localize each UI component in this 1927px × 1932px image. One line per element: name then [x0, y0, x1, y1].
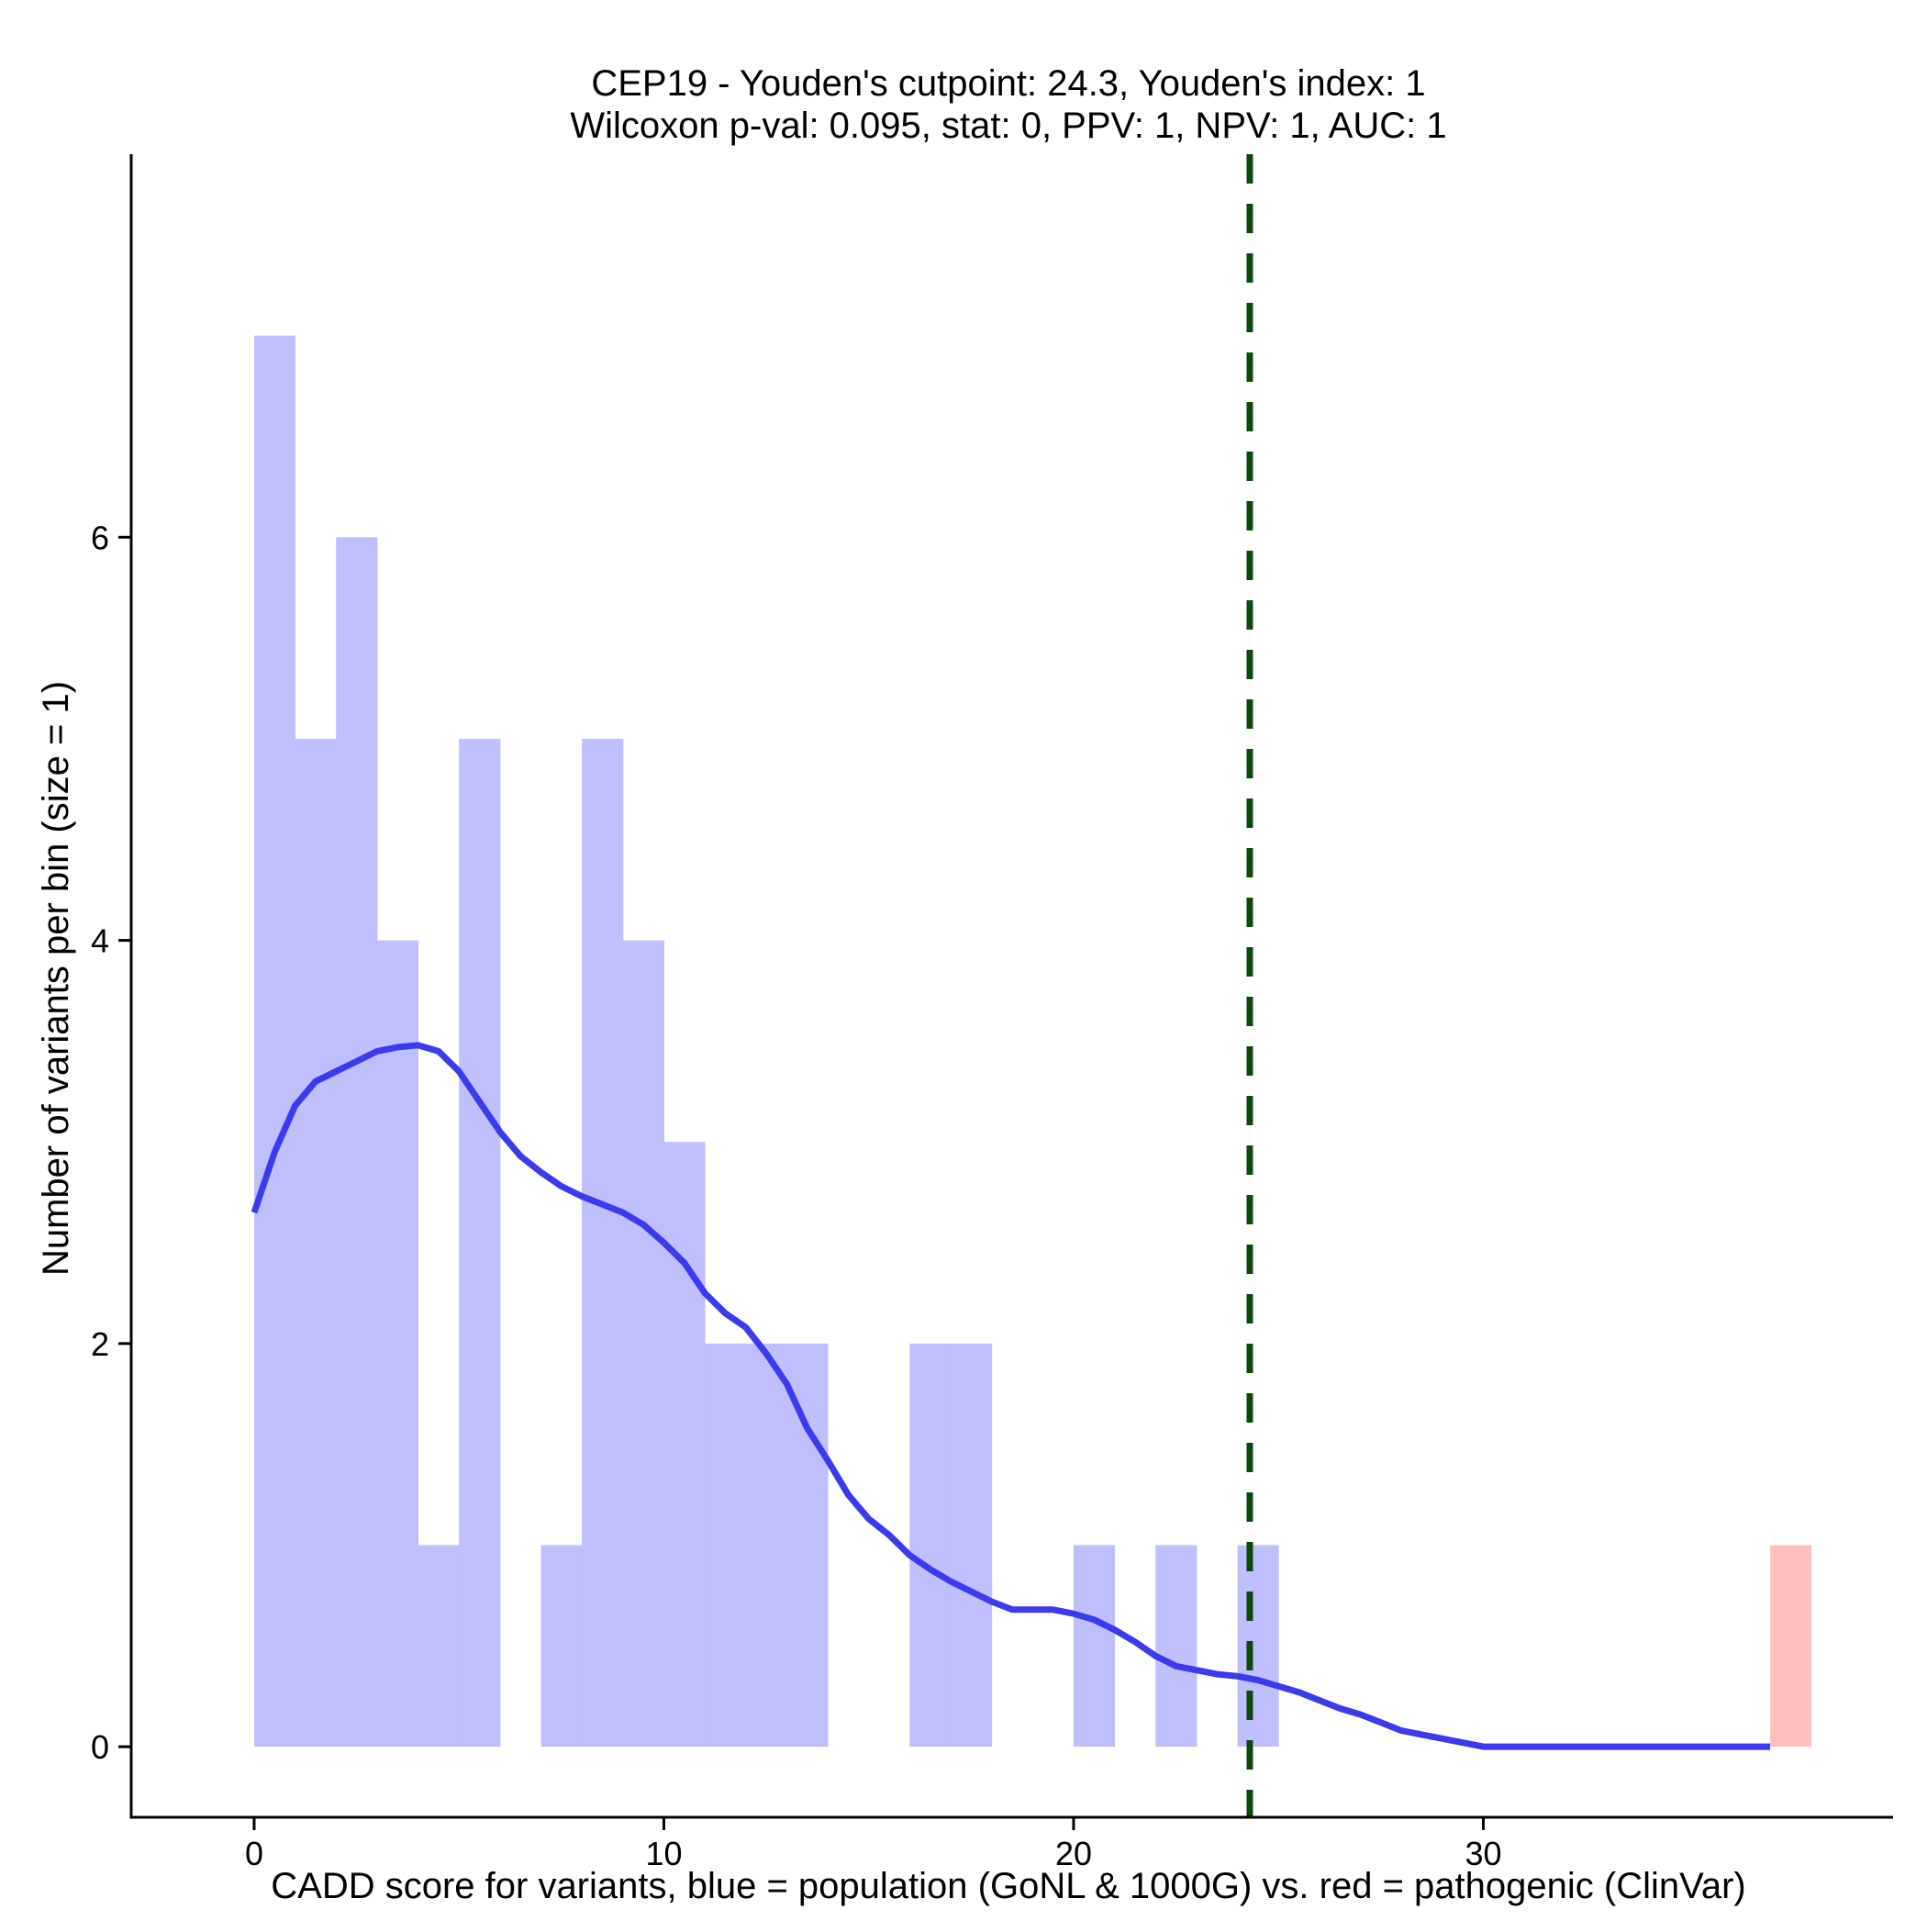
- x-tick-label-30: 30: [1465, 1835, 1501, 1872]
- histogram-bar-s0-14: [951, 1343, 993, 1748]
- y-tick-label-0: 0: [91, 1728, 109, 1766]
- histogram-bar-s0-13: [909, 1343, 952, 1748]
- axes-layer: 0 10 20 30 0 2 4 6: [91, 154, 1893, 1872]
- histogram-bar-s0-5: [459, 738, 501, 1748]
- histogram-bar-s1-0: [1770, 1545, 1812, 1748]
- y-tick-label-6: 6: [91, 519, 109, 556]
- x-axis-title: CADD score for variants, blue = populati…: [271, 1866, 1745, 1906]
- histogram-bar-s0-10: [705, 1343, 747, 1748]
- histogram-bar-s0-7: [582, 738, 624, 1748]
- density-curve-layer: [251, 1042, 1770, 1750]
- histogram-bar-s0-8: [622, 940, 664, 1748]
- y-tick-label-2: 2: [91, 1325, 109, 1363]
- histogram-bar-s0-17: [1237, 1545, 1279, 1748]
- x-tick-label-10: 10: [645, 1835, 682, 1872]
- histogram-bar-s0-0: [253, 335, 296, 1748]
- histogram-bar-s0-4: [418, 1545, 460, 1748]
- histogram-bar-s0-6: [540, 1545, 583, 1748]
- histogram-bar-s0-3: [376, 940, 419, 1748]
- y-tick-label-4: 4: [91, 922, 109, 960]
- chart-subtitle: Wilcoxon p-val: 0.095, stat: 0, PPV: 1, …: [570, 106, 1446, 146]
- histogram-bar-s0-1: [295, 738, 337, 1748]
- chart-title: CEP19 - Youden's cutpoint: 24.3, Youden'…: [591, 63, 1425, 104]
- histogram-bar-s0-15: [1073, 1545, 1116, 1748]
- x-tick-label-20: 20: [1055, 1835, 1092, 1872]
- histogram-bar-s0-2: [336, 537, 378, 1748]
- bars-layer: [253, 335, 1812, 1748]
- histogram-bar-s0-11: [745, 1343, 787, 1748]
- x-tick-label-0: 0: [245, 1835, 263, 1872]
- histogram-bar-s0-16: [1155, 1545, 1197, 1748]
- density-curve-line: [251, 1042, 1770, 1750]
- histogram-bar-s0-9: [663, 1142, 706, 1748]
- histogram-bar-s0-12: [786, 1343, 829, 1748]
- y-axis-title: Number of variants per bin (size = 1): [36, 681, 76, 1276]
